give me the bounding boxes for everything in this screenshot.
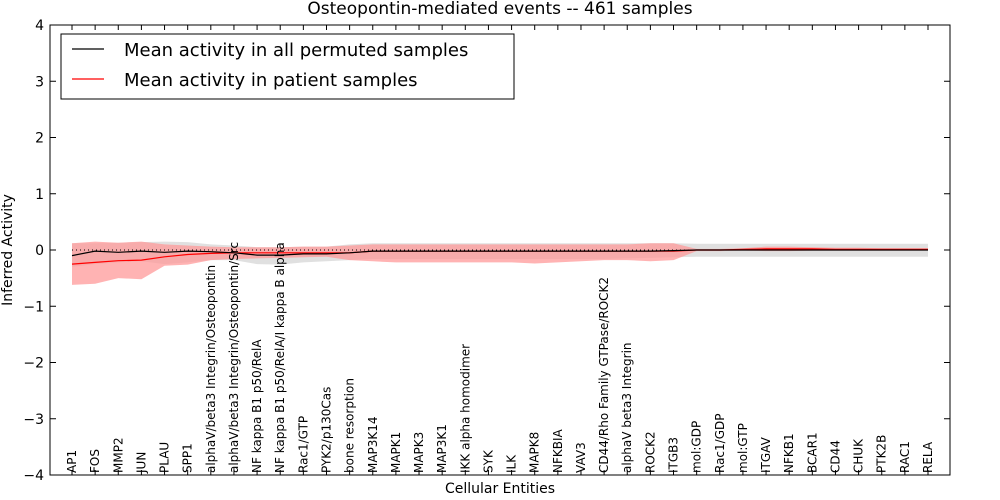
mean-line-series-0 bbox=[71, 249, 928, 257]
x-tick-label: NF kappa B1 p50/RelA/I kappa B alpha bbox=[273, 242, 287, 473]
x-tick-label: Rac1/GDP bbox=[713, 414, 727, 473]
x-axis-label: Cellular Entities bbox=[445, 481, 555, 497]
y-tick-label: −1 bbox=[23, 299, 44, 315]
x-tick-label: bone resorption bbox=[343, 378, 357, 473]
x-tick-label: CD44 bbox=[828, 440, 842, 473]
x-tick-label: MAP3K1 bbox=[435, 424, 449, 473]
x-tick-label: Rac1/GTP bbox=[296, 416, 310, 473]
y-axis: −4 −3 −2 −1 0 1 2 3 4 bbox=[23, 18, 950, 484]
x-tick-label: MAPK1 bbox=[389, 432, 403, 473]
lines-layer bbox=[71, 248, 928, 265]
x-tick-label: IKK alpha homodimer bbox=[458, 344, 472, 473]
x-tick-label: ILK bbox=[505, 454, 519, 473]
x-tick-label: PTK2B bbox=[875, 435, 889, 473]
y-axis-label: Inferred Activity bbox=[0, 194, 16, 306]
x-tick-label: alphaV/beta3 Integrin/Osteopontin bbox=[204, 265, 218, 473]
y-tick-label: 0 bbox=[35, 243, 44, 259]
x-tick-label: BCAR1 bbox=[805, 432, 819, 473]
x-axis: AP1 FOS MMP2 JUN PLAU SPP1 alphaV/beta3 Integr… bbox=[65, 25, 935, 475]
y-tick-label: 3 bbox=[35, 74, 44, 90]
x-tick-label: mol:GTP bbox=[736, 423, 750, 473]
x-tick-label: alphaV/beta3 Integrin/Osteopontin/Src bbox=[227, 242, 241, 473]
y-tick-label: −4 bbox=[23, 468, 44, 484]
y-tick-label: 1 bbox=[35, 187, 44, 203]
x-tick-label: PYK2/p130Cas bbox=[319, 387, 333, 473]
x-tick-label: alphaV beta3 Integrin bbox=[620, 342, 634, 473]
x-tick-label: NFKBIA bbox=[551, 428, 565, 473]
x-tick-label: MAPK3 bbox=[412, 432, 426, 473]
chart-title: Osteopontin-mediated events -- 461 sampl… bbox=[307, 0, 692, 19]
x-tick-label: SYK bbox=[481, 449, 495, 473]
legend-box bbox=[60, 33, 515, 100]
x-tick-label: AP1 bbox=[65, 450, 79, 473]
x-tick-label: FOS bbox=[88, 449, 102, 473]
x-tick-label: JUN bbox=[134, 452, 148, 474]
y-tick-label: 2 bbox=[35, 131, 44, 147]
x-tick-label: ITGB3 bbox=[667, 437, 681, 473]
x-tick-label: SPP1 bbox=[181, 443, 195, 473]
x-tick-label: PLAU bbox=[158, 442, 172, 473]
x-tick-label: CD44/Rho Family GTPase/ROCK2 bbox=[597, 277, 611, 473]
bands-layer bbox=[72, 241, 928, 285]
x-tick-label: NFKB1 bbox=[782, 433, 796, 473]
x-tick-label: NF kappa B1 p50/RelA bbox=[250, 339, 264, 473]
x-tick-label: MAP3K14 bbox=[366, 416, 380, 473]
x-tick-label: mol:GDP bbox=[690, 421, 704, 473]
y-tick-label: −2 bbox=[23, 356, 44, 372]
x-tick-label: MMP2 bbox=[111, 437, 125, 473]
y-tick-label: −3 bbox=[23, 412, 44, 428]
x-tick-label: RELA bbox=[921, 441, 935, 473]
x-tick-label: CHUK bbox=[852, 438, 866, 473]
legend-label-permuted: Mean activity in all permuted samples bbox=[124, 40, 468, 61]
x-tick-label: ITGAV bbox=[759, 436, 773, 473]
x-tick-label: MAPK8 bbox=[528, 432, 542, 473]
x-tick-label: VAV3 bbox=[574, 442, 588, 473]
x-tick-label: RAC1 bbox=[898, 441, 912, 473]
band-series-1 bbox=[72, 241, 928, 285]
legend-label-patient: Mean activity in patient samples bbox=[124, 70, 418, 91]
legend: Mean activity in all permuted samples Me… bbox=[60, 33, 515, 100]
y-tick-label: 4 bbox=[35, 18, 44, 34]
x-tick-label: ROCK2 bbox=[643, 431, 657, 473]
